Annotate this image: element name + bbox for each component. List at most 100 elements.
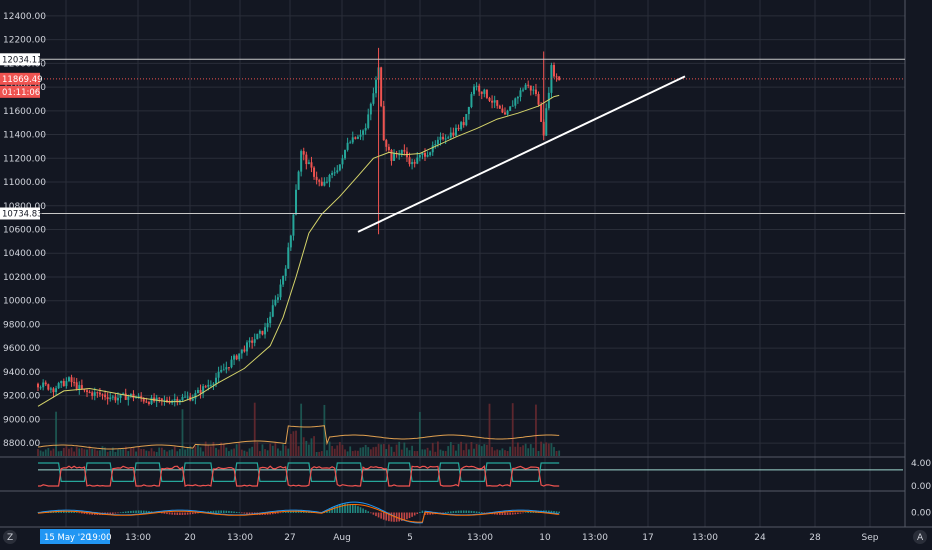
volume-bar [153, 451, 155, 456]
candle-body [367, 114, 370, 128]
macd-histogram-bar [452, 511, 455, 513]
candle-body [390, 150, 393, 161]
candle-body [470, 94, 473, 107]
candle-body [176, 399, 179, 403]
volume-bar [88, 446, 91, 456]
volume-bar [493, 450, 496, 456]
volume-bar [328, 441, 331, 456]
candle-body [408, 157, 411, 165]
macd-histogram-bar [403, 512, 406, 521]
x-tick-label: 20 [184, 533, 196, 543]
volume-bar [137, 447, 140, 456]
volume-bar [418, 411, 421, 456]
candle-body [511, 105, 514, 107]
macd-histogram-bar [81, 512, 83, 514]
volume-bar [233, 448, 235, 456]
volume-bar [179, 449, 181, 456]
candle-body [354, 137, 357, 139]
macd-histogram-bar [68, 511, 70, 513]
candle-body [436, 139, 439, 145]
candle-body [70, 377, 73, 383]
volume-bar [310, 438, 313, 456]
candle-body [269, 316, 272, 324]
macd-histogram-bar [215, 510, 217, 513]
x-tick-label: 5 [407, 533, 413, 543]
volume-bar [416, 451, 419, 456]
candle-body [421, 152, 424, 155]
candle-body [310, 162, 313, 168]
macd-histogram-bar [137, 510, 140, 513]
volume-bar [498, 450, 501, 456]
volume-bar [496, 449, 499, 456]
macd-histogram-bar [230, 511, 233, 513]
candle-body [204, 386, 207, 388]
volume-bar [331, 446, 334, 456]
volume-bar [132, 447, 135, 456]
oscillator-line-green [38, 462, 560, 482]
macd-histogram-bar [173, 512, 176, 515]
volume-bar [488, 403, 491, 456]
volume-bar [104, 447, 106, 456]
candle-body [338, 164, 341, 171]
z-button-label: Z [7, 533, 13, 543]
volume-bar [455, 450, 457, 456]
candle-body [356, 136, 359, 139]
macd-histogram-bar [217, 510, 220, 513]
y-tick-label: 10600.00 [3, 226, 46, 236]
candle-body [251, 340, 254, 343]
candle-body [307, 162, 310, 165]
volume-bar [398, 441, 401, 456]
volume-bar [390, 446, 393, 456]
price-label-badge [0, 72, 40, 85]
candle-body [426, 155, 429, 157]
macd-histogram-bar [411, 512, 413, 517]
volume-bar [258, 451, 261, 456]
z-button[interactable] [3, 530, 17, 544]
volume-bar [413, 451, 416, 456]
macd-signal-line [37, 504, 560, 523]
candle-body [215, 377, 218, 384]
candle-body [155, 397, 158, 402]
candle-body [315, 176, 318, 181]
candle-body [166, 399, 168, 402]
volume-bar [442, 450, 444, 456]
volume-bar [367, 447, 370, 456]
macd-histogram-bar [468, 510, 470, 513]
a-button[interactable] [913, 530, 927, 544]
volume-bar [354, 450, 357, 456]
candle-body [196, 389, 199, 394]
volume-bar [189, 446, 192, 456]
volume-bar [68, 448, 70, 456]
macd-histogram-bar [336, 505, 339, 513]
x-tick-label: Aug [333, 533, 351, 543]
x-tick-label: 13:00 [692, 533, 718, 543]
candle-body [256, 333, 259, 340]
volume-bar [385, 449, 388, 456]
volume-bar [357, 450, 359, 456]
candle-body [509, 106, 512, 111]
macd-histogram-bar [287, 511, 290, 513]
volume-bar [315, 451, 318, 456]
macd-histogram-bar [140, 510, 142, 513]
volume-bar [80, 448, 83, 456]
macd-histogram-bar [388, 512, 390, 522]
volume-bar [75, 446, 78, 456]
volume-bar [160, 447, 163, 456]
candle-body [496, 100, 499, 106]
macd-histogram-bar [145, 510, 148, 513]
macd-histogram-bar [400, 512, 403, 521]
volume-bar [83, 449, 86, 456]
y-tick-label: 10400.00 [3, 249, 46, 259]
volume-bar [460, 441, 463, 456]
volume-bar [199, 447, 202, 456]
price-label-text: 10734.83 [2, 209, 43, 219]
volume-bar [421, 449, 424, 456]
macd-histogram-bar [148, 511, 150, 513]
macd-histogram-bar [442, 512, 444, 514]
candle-body [44, 382, 47, 385]
candle-body [212, 383, 215, 385]
volume-bar [93, 449, 96, 456]
macd-histogram-bar [222, 510, 225, 513]
macd-histogram-bar [73, 511, 75, 513]
